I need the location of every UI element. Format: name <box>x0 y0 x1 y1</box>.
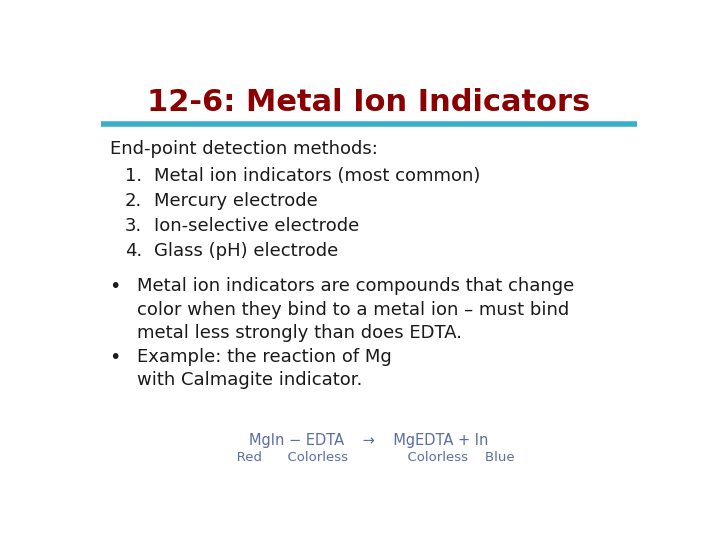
Text: 12-6: Metal Ion Indicators: 12-6: Metal Ion Indicators <box>148 87 590 117</box>
Text: 4.: 4. <box>125 241 142 260</box>
Text: Red      Colorless              Colorless    Blue: Red Colorless Colorless Blue <box>224 451 514 464</box>
Text: Metal ion indicators are compounds that change: Metal ion indicators are compounds that … <box>138 277 575 295</box>
Text: 1.: 1. <box>125 167 142 185</box>
Text: 2.: 2. <box>125 192 142 210</box>
Text: Example: the reaction of Mg: Example: the reaction of Mg <box>138 348 392 366</box>
Text: Mercury electrode: Mercury electrode <box>154 192 318 210</box>
Text: MgIn − EDTA    →    MgEDTA + In: MgIn − EDTA → MgEDTA + In <box>249 433 489 448</box>
Text: Metal ion indicators (most common): Metal ion indicators (most common) <box>154 167 480 185</box>
Text: •: • <box>109 277 121 296</box>
Text: End-point detection methods:: End-point detection methods: <box>109 140 377 158</box>
Text: color when they bind to a metal ion – must bind: color when they bind to a metal ion – mu… <box>138 301 570 319</box>
Text: •: • <box>109 348 121 367</box>
Text: metal less strongly than does EDTA.: metal less strongly than does EDTA. <box>138 324 462 342</box>
Text: Glass (pH) electrode: Glass (pH) electrode <box>154 241 338 260</box>
Text: with Calmagite indicator.: with Calmagite indicator. <box>138 371 363 389</box>
Text: Ion-selective electrode: Ion-selective electrode <box>154 217 359 234</box>
Text: 3.: 3. <box>125 217 142 234</box>
